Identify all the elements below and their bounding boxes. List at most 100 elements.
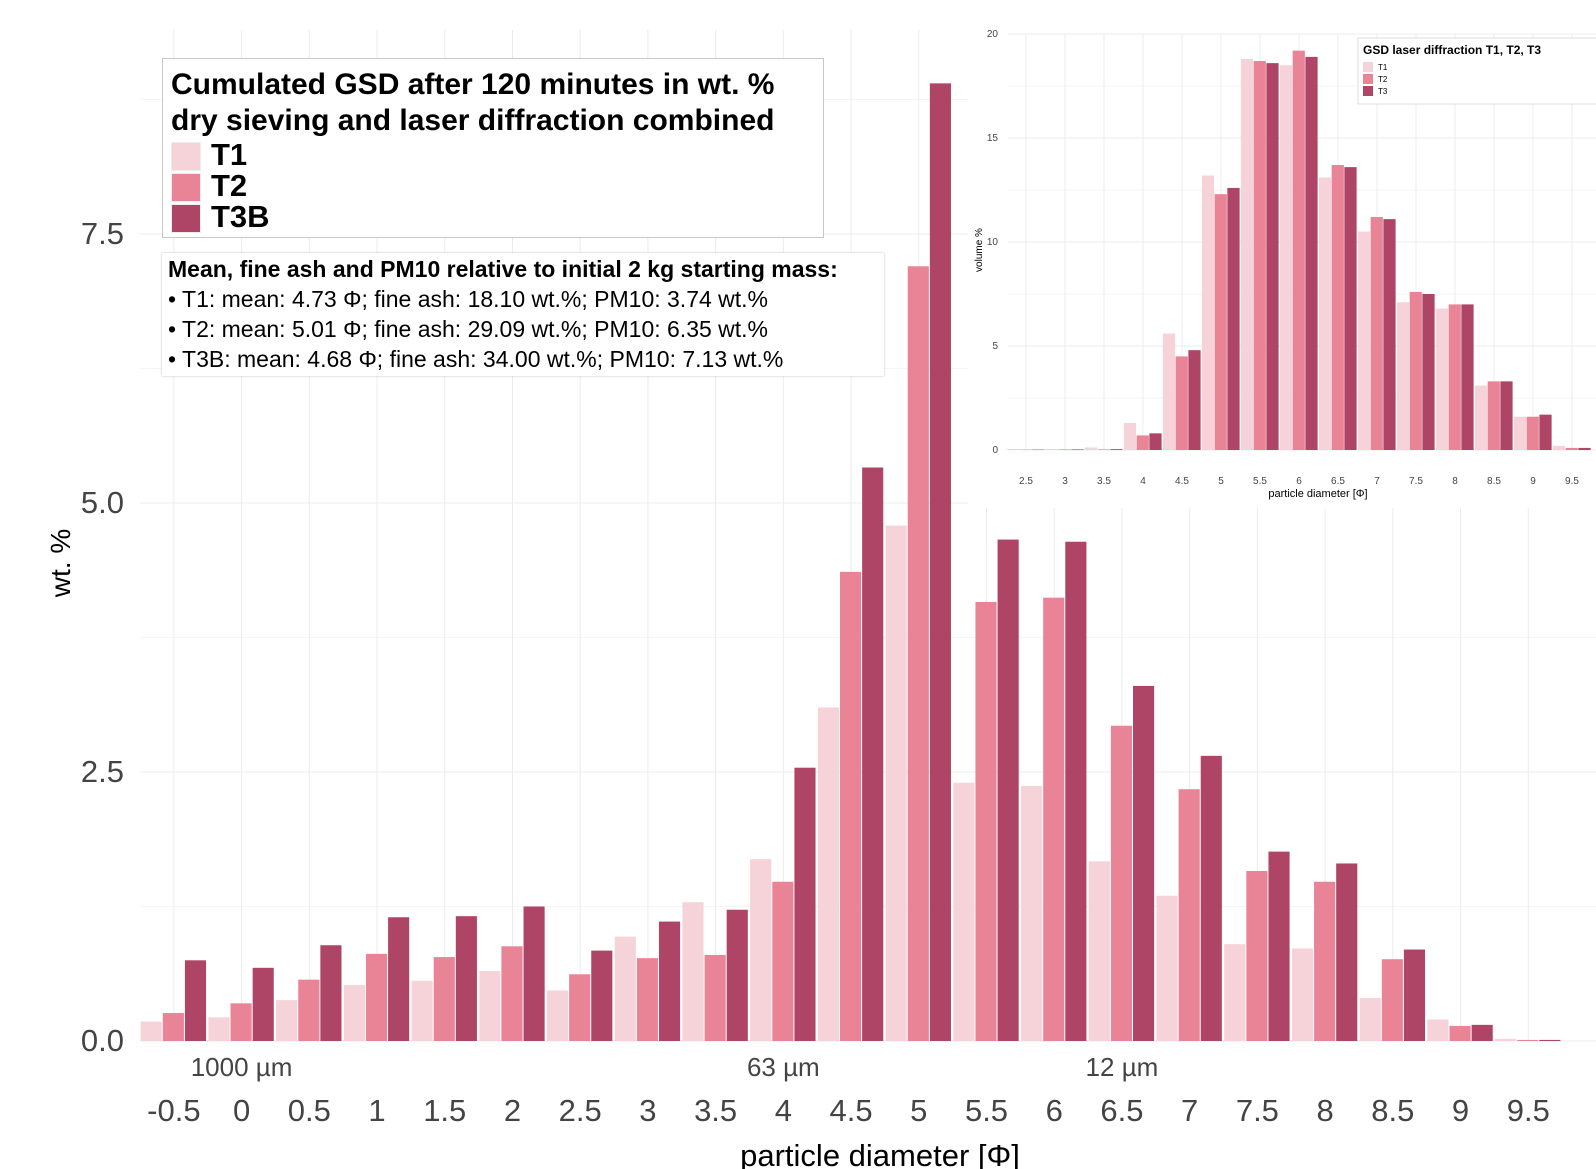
bar-t2-2 (501, 946, 523, 1041)
bar-t2-3.5 (704, 954, 726, 1041)
bar-t3b-9 (1471, 1024, 1493, 1041)
x-tick-label: 4.5 (830, 1093, 873, 1128)
inset-bar-t2-9.5 (1565, 447, 1578, 450)
x-tick-label: 6.5 (1100, 1093, 1143, 1128)
bar-t3b-0 (252, 967, 274, 1041)
inset-bar-t2-8 (1448, 304, 1461, 450)
inset-bar-t3-5 (1227, 187, 1240, 451)
bar-t1-8 (1291, 948, 1314, 1041)
bar-t1-9.5 (1495, 1038, 1517, 1041)
inset-x-tick-label: 4 (1140, 476, 1146, 487)
inset-y-axis-label: volume % (974, 228, 985, 272)
bar-t3b-6 (1065, 541, 1087, 1041)
inset-chart: 0 5 10 15 20 2.5 3 3.5 4 4.5 5 5.5 6 6.5 7 7.5 8 8.5 9 9.5… (968, 20, 1596, 508)
size-annotation: 12 µm (1086, 1052, 1159, 1082)
inset-bar-t3-9.5 (1578, 447, 1591, 450)
summary-annotation: Mean, fine ash and PM10 relative to init… (162, 253, 884, 376)
x-tick-label: 9.5 (1507, 1093, 1550, 1128)
bar-t1-4 (750, 859, 772, 1041)
inset-bar-t3-6.5 (1344, 167, 1357, 450)
bar-t2-3 (636, 958, 658, 1041)
bar-t2-6 (1043, 597, 1065, 1041)
bar-t1-0 (208, 1017, 230, 1041)
inset-bars (1006, 50, 1591, 451)
bar-t3b-0.5 (320, 945, 342, 1041)
inset-bar-t3-9 (1539, 414, 1552, 450)
inset-x-tick-label: 3 (1062, 476, 1068, 487)
inset-x-tick-label: 8 (1452, 476, 1458, 487)
inset-bar-t3-8.5 (1500, 381, 1513, 450)
inset-x-tick-label: 9 (1530, 476, 1536, 487)
x-tick-label: 2.5 (559, 1093, 602, 1128)
size-annotation: 1000 µm (191, 1052, 293, 1082)
x-axis-label: particle diameter [Φ] (740, 1138, 1020, 1169)
bar-t1-0.5 (276, 1000, 298, 1041)
inset-y-tick-labels: 0 5 10 15 20 (987, 29, 999, 456)
inset-bar-t2-6.5 (1331, 165, 1344, 451)
chart-title-line-1: Cumulated GSD after 120 minutes in wt. % (171, 68, 775, 101)
inset-bar-t3-4 (1149, 433, 1162, 450)
bar-t1-2.5 (547, 990, 569, 1041)
bar-t3b-1.5 (455, 916, 477, 1041)
bar-t1-2 (479, 971, 501, 1041)
inset-bar-t1-6.5 (1318, 177, 1332, 450)
main-bars (140, 83, 1561, 1042)
bar-t1-5.5 (953, 782, 975, 1041)
bar-t2-9 (1449, 1025, 1471, 1041)
legend-swatch-t3b (171, 204, 201, 233)
inset-bar-t3-7.5 (1422, 294, 1435, 450)
x-tick-label: 5.5 (965, 1093, 1008, 1128)
x-tick-label: 0 (233, 1093, 250, 1128)
bar-t3b-1 (388, 917, 410, 1041)
main-size-annotations: 1000 µm 63 µm 12 µm (191, 1052, 1159, 1082)
inset-legend-swatch-t2 (1363, 74, 1373, 84)
inset-legend-label-t3: T3 (1378, 87, 1388, 96)
x-tick-label: 9 (1452, 1093, 1469, 1128)
main-y-tick-labels: 0.0 2.5 5.0 7.5 (81, 216, 124, 1058)
bar-t3b--0.5 (184, 960, 207, 1041)
inset-bar-t2-3.5 (1097, 449, 1110, 450)
inset-bar-t2-8.5 (1487, 381, 1500, 450)
bar-t1-1 (343, 985, 365, 1041)
inset-bar-t1-8.5 (1474, 385, 1488, 450)
bar-t3b-4.5 (862, 467, 884, 1041)
x-tick-label: 5 (910, 1093, 927, 1128)
x-tick-label: 8.5 (1371, 1093, 1414, 1128)
inset-y-tick-label: 10 (987, 237, 999, 248)
bar-t3b-7.5 (1268, 851, 1290, 1041)
x-tick-label: -0.5 (147, 1093, 200, 1128)
inset-bar-t3-7 (1383, 219, 1396, 450)
x-tick-label: 3 (639, 1093, 656, 1128)
inset-bar-t1-7 (1357, 231, 1371, 450)
inset-bar-t2-4 (1136, 435, 1149, 450)
inset-bar-t1-8 (1435, 308, 1449, 450)
bar-t1-4.5 (817, 707, 840, 1041)
inset-legend-label-t1: T1 (1378, 63, 1388, 72)
bar-t3b-3 (658, 921, 681, 1041)
inset-bar-t3-4.5 (1188, 350, 1201, 450)
inset-bar-t2-5.5 (1253, 61, 1266, 450)
inset-bar-t1-5.5 (1240, 58, 1254, 451)
x-tick-label: 2 (504, 1093, 521, 1128)
inset-bar-t2-6 (1292, 50, 1305, 450)
bar-t1-7.5 (1224, 944, 1246, 1041)
x-tick-label: 4 (775, 1093, 792, 1128)
x-tick-label: 7.5 (1236, 1093, 1279, 1128)
bar-t2-6.5 (1110, 725, 1133, 1041)
inset-bar-t1-7.5 (1396, 302, 1410, 450)
inset-bar-t3-6 (1305, 56, 1318, 450)
bar-t2-5.5 (975, 601, 997, 1041)
inset-bar-t1-4.5 (1162, 333, 1176, 450)
inset-y-tick-label: 15 (987, 133, 999, 144)
bar-t3b-4 (794, 767, 816, 1041)
inset-bar-t2-3 (1058, 449, 1071, 450)
y-tick-label: 0.0 (81, 1023, 124, 1058)
inset-y-tick-label: 5 (992, 341, 998, 352)
bar-t2--0.5 (162, 1013, 184, 1041)
y-axis-label: wt. % (45, 529, 76, 598)
bar-t3b-5.5 (997, 539, 1019, 1041)
bar-t2-8 (1314, 881, 1336, 1041)
inset-bar-t1-9 (1513, 416, 1527, 450)
bar-t2-0 (230, 1003, 252, 1041)
inset-chart-title: GSD laser diffraction T1, T2, T3 (1363, 43, 1541, 57)
